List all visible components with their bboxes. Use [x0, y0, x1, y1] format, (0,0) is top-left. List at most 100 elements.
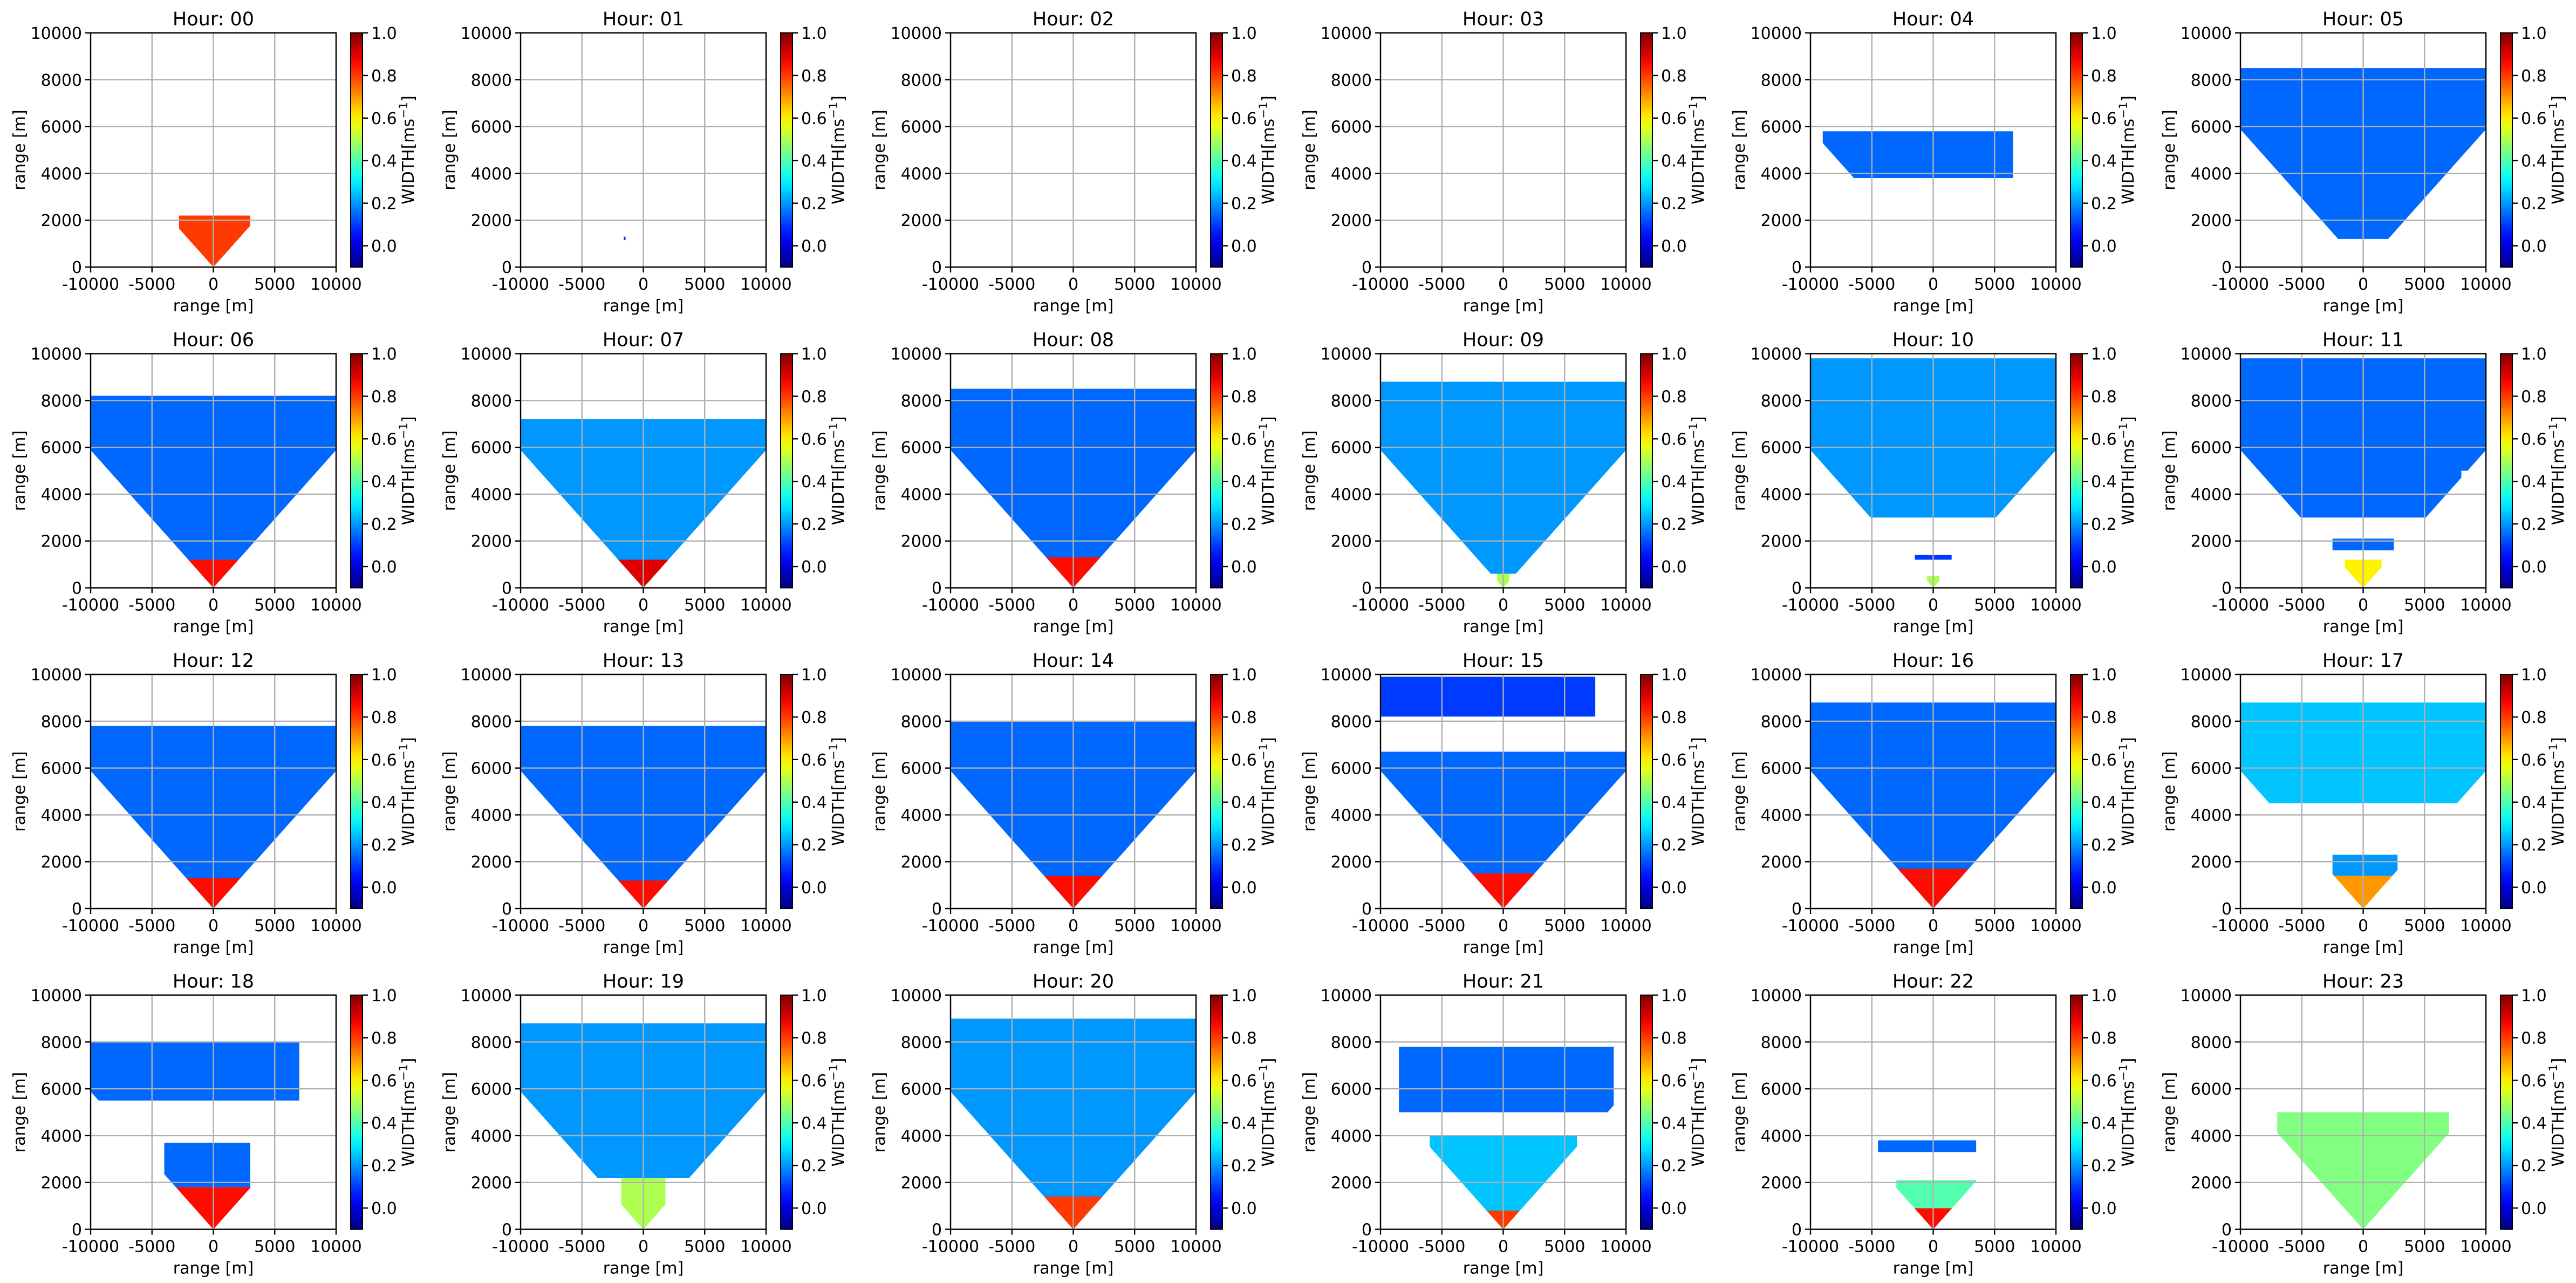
x-tick-label: 5000	[684, 917, 725, 936]
panel-title: Hour: 03	[1463, 9, 1544, 30]
colorbar-tick-label: 0.8	[2521, 1029, 2547, 1048]
x-tick-label: -5000	[1418, 275, 1465, 294]
panel-title: Hour: 09	[1463, 330, 1544, 351]
axes-frame	[1809, 994, 2057, 1230]
colorbar-tick-label: 0.2	[371, 836, 397, 855]
colorbar	[1210, 994, 1223, 1230]
x-tick-label: -10000	[922, 917, 979, 936]
colorbar	[2500, 32, 2513, 268]
colorbar-label: WIDTH[ms−1]	[1257, 737, 1278, 846]
x-tick-label: 10000	[2030, 596, 2081, 615]
colorbar	[2070, 994, 2083, 1230]
y-tick-label: 2000	[1331, 533, 1372, 551]
colorbar-label-text: WIDTH[ms	[1689, 1081, 1708, 1166]
colorbar-tick-label: 0.2	[371, 195, 397, 214]
colorbar-label-suffix: ]	[2119, 1058, 2138, 1064]
colorbar-tick-label: 0.8	[801, 1029, 827, 1048]
axes-frame	[949, 994, 1197, 1230]
x-tick-label: -10000	[922, 1238, 979, 1257]
colorbar-tick-label: 1.0	[1661, 987, 1687, 1006]
x-tick-label: 10000	[1170, 1238, 1221, 1257]
colorbar-tick-label: 0.4	[2091, 473, 2117, 492]
y-tick-label: 4000	[1761, 806, 1802, 825]
x-tick-label: 0	[208, 596, 218, 615]
colorbar-label: WIDTH[ms−1]	[397, 417, 418, 526]
colorbar-label-text: WIDTH[ms	[1689, 119, 1708, 204]
x-tick-label: -5000	[988, 1238, 1035, 1257]
x-tick-label: 10000	[310, 1238, 361, 1257]
x-tick-label: -10000	[1782, 917, 1839, 936]
colorbar-tick-label: 0.4	[371, 152, 397, 171]
colorbar-label-text: WIDTH[ms	[829, 119, 848, 204]
y-axis-label: range [m]	[440, 751, 459, 831]
x-axis-label: range [m]	[1893, 938, 1973, 957]
x-tick-label: 10000	[310, 596, 361, 615]
colorbar-label: WIDTH[ms−1]	[827, 737, 848, 846]
y-tick-label: 10000	[31, 666, 82, 685]
y-tick-label: 8000	[471, 713, 512, 732]
x-tick-label: -5000	[128, 1238, 175, 1257]
colorbar-tick-label: 1.0	[2091, 666, 2117, 685]
colorbar-label-text: WIDTH[ms	[399, 439, 418, 525]
y-tick-label: 8000	[901, 713, 942, 732]
colorbar-tick-label: 0.6	[1231, 751, 1257, 770]
panel: -10000 -5000 0 5000 10000 0 2000 4000 6000 8000 10…	[870, 650, 1278, 957]
axes-frame	[2239, 32, 2487, 268]
colorbar-tick-label: 0.6	[2091, 110, 2117, 128]
colorbar-tick-label: 0.2	[801, 195, 827, 214]
x-tick-label: 5000	[254, 596, 295, 615]
colorbar-tick-label: 0.8	[371, 67, 397, 86]
y-tick-label: 2000	[901, 853, 942, 872]
colorbar	[2500, 353, 2513, 589]
colorbar-label-superscript: −1	[397, 743, 410, 760]
y-tick-label: 8000	[901, 392, 942, 411]
x-tick-label: -5000	[1418, 596, 1465, 615]
y-tick-label: 0	[502, 258, 512, 277]
colorbar-label-text: WIDTH[ms	[2119, 119, 2138, 204]
colorbar-tick-label: 0.4	[801, 473, 827, 492]
x-tick-label: 0	[1498, 917, 1508, 936]
x-tick-label: -5000	[128, 275, 175, 294]
x-tick-label: 5000	[684, 1238, 725, 1257]
y-tick-label: 8000	[471, 392, 512, 411]
colorbar-label-text: WIDTH[ms	[2119, 439, 2138, 525]
colorbar-tick-label: 0.4	[371, 794, 397, 813]
colorbar-label: WIDTH[ms−1]	[2117, 417, 2138, 526]
panel-title: Hour: 16	[1892, 650, 1974, 672]
colorbar-tick-label: 0.8	[2521, 67, 2547, 86]
y-tick-label: 4000	[41, 165, 82, 183]
x-tick-label: 0	[1068, 596, 1078, 615]
x-tick-label: -10000	[2212, 596, 2269, 615]
y-tick-label: 0	[2222, 900, 2232, 919]
y-tick-label: 8000	[1761, 392, 1802, 411]
y-tick-label: 6000	[901, 439, 942, 458]
panel: -10000 -5000 0 5000 10000 0 2000 4000 6000 8000 10…	[2160, 330, 2568, 637]
colorbar-label-text: WIDTH[ms	[399, 760, 418, 846]
y-tick-label: 4000	[1331, 165, 1372, 183]
y-tick-label: 8000	[1331, 713, 1372, 732]
panel-title: Hour: 01	[603, 9, 684, 30]
colorbar-label: WIDTH[ms−1]	[1687, 95, 1708, 204]
colorbar	[350, 32, 363, 268]
colorbar	[350, 994, 363, 1230]
y-axis-label: range [m]	[2160, 431, 2179, 511]
colorbar-tick-label: 0.0	[2091, 879, 2117, 898]
y-tick-label: 10000	[1751, 24, 1802, 43]
y-tick-label: 8000	[1761, 1033, 1802, 1052]
colorbar-tick-label: 0.6	[2521, 430, 2547, 449]
panel: -10000 -5000 0 5000 10000 0 2000 4000 6000 8000 10…	[1730, 330, 2138, 637]
colorbar-tick-label: 0.0	[371, 1199, 397, 1218]
panel-title: Hour: 15	[1463, 650, 1544, 672]
colorbar-tick-label: 0.8	[2091, 387, 2117, 406]
panel: -10000 -5000 0 5000 10000 0 2000 4000 6000 8000 10…	[2160, 971, 2568, 1278]
echo-field	[624, 236, 626, 241]
panel: -10000 -5000 0 5000 10000 0 2000 4000 6000 8000 10…	[870, 330, 1278, 637]
colorbar-tick-label: 0.8	[371, 1029, 397, 1048]
x-tick-label: -5000	[2278, 596, 2325, 615]
colorbar	[2070, 674, 2083, 909]
x-tick-label: 0	[1068, 1238, 1078, 1257]
y-tick-label: 10000	[1321, 987, 1372, 1006]
x-axis-label: range [m]	[2323, 618, 2403, 637]
colorbar-label-suffix: ]	[829, 1058, 848, 1064]
axes-frame	[90, 32, 337, 268]
